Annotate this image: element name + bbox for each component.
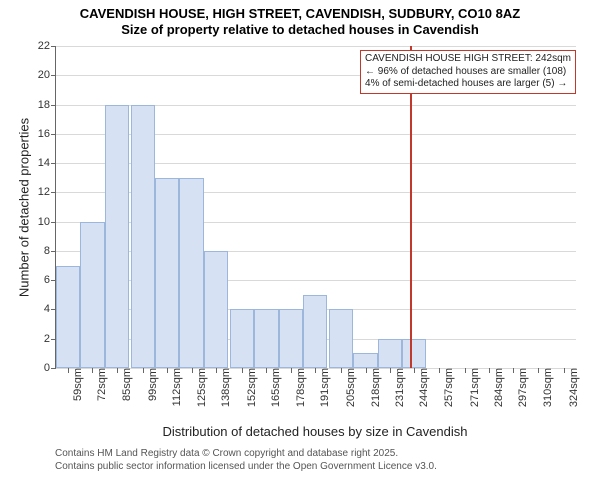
- x-tick-label: 284sqm: [489, 368, 505, 407]
- footer-line-1: Contains HM Land Registry data © Crown c…: [55, 448, 437, 461]
- x-tick-label: 59sqm: [68, 368, 84, 401]
- gridline: [56, 46, 576, 47]
- y-tick-label: 18: [38, 99, 56, 111]
- histogram-bar: [131, 105, 155, 368]
- annotation-line-1: CAVENDISH HOUSE HIGH STREET: 242sqm: [365, 53, 571, 66]
- y-tick-label: 2: [44, 333, 56, 345]
- x-tick-label: 112sqm: [167, 368, 183, 406]
- y-axis-label: Number of detached properties: [17, 108, 32, 308]
- x-tick-label: 297sqm: [513, 368, 529, 407]
- histogram-bar: [155, 178, 179, 368]
- histogram-bar: [80, 222, 104, 368]
- x-tick-label: 178sqm: [291, 368, 307, 407]
- x-tick-label: 271sqm: [465, 368, 481, 407]
- reference-marker-line: [410, 46, 412, 368]
- y-tick-label: 12: [38, 186, 56, 198]
- histogram-bar: [353, 353, 377, 368]
- chart-container: CAVENDISH HOUSE, HIGH STREET, CAVENDISH,…: [0, 0, 600, 500]
- y-tick-label: 4: [44, 303, 56, 315]
- annotation-line-2: ← 96% of detached houses are smaller (10…: [365, 66, 571, 79]
- x-tick-label: 152sqm: [242, 368, 258, 407]
- y-tick-label: 8: [44, 245, 56, 257]
- x-tick-label: 191sqm: [315, 368, 331, 407]
- plot-area: 024681012141618202259sqm72sqm85sqm99sqm1…: [55, 46, 576, 369]
- histogram-bar: [204, 251, 228, 368]
- histogram-bar: [230, 309, 254, 368]
- footer-line-2: Contains public sector information licen…: [55, 461, 437, 474]
- y-tick-label: 6: [44, 274, 56, 286]
- y-tick-label: 14: [38, 157, 56, 169]
- annotation-line-3: 4% of semi-detached houses are larger (5…: [365, 78, 571, 91]
- histogram-bar: [56, 266, 80, 368]
- footer-attribution: Contains HM Land Registry data © Crown c…: [55, 448, 437, 473]
- histogram-bar: [402, 339, 426, 368]
- y-tick-label: 0: [44, 362, 56, 374]
- histogram-bar: [254, 309, 278, 368]
- x-tick-label: 125sqm: [192, 368, 208, 407]
- histogram-bar: [279, 309, 303, 368]
- x-tick-label: 99sqm: [143, 368, 159, 401]
- x-tick-label: 72sqm: [92, 368, 108, 401]
- histogram-bar: [179, 178, 203, 368]
- x-tick-label: 324sqm: [564, 368, 580, 407]
- y-tick-label: 16: [38, 128, 56, 140]
- x-tick-label: 205sqm: [341, 368, 357, 407]
- annotation-box: CAVENDISH HOUSE HIGH STREET: 242sqm← 96%…: [360, 50, 576, 94]
- histogram-bar: [105, 105, 129, 368]
- title-line-1: CAVENDISH HOUSE, HIGH STREET, CAVENDISH,…: [0, 6, 600, 22]
- y-tick-label: 22: [38, 40, 56, 52]
- x-tick-label: 85sqm: [117, 368, 133, 401]
- histogram-bar: [378, 339, 402, 368]
- x-tick-label: 257sqm: [439, 368, 455, 407]
- x-axis-label: Distribution of detached houses by size …: [55, 424, 575, 439]
- title-block: CAVENDISH HOUSE, HIGH STREET, CAVENDISH,…: [0, 6, 600, 39]
- x-tick-label: 244sqm: [414, 368, 430, 407]
- y-tick-label: 10: [38, 216, 56, 228]
- x-tick-label: 231sqm: [390, 368, 406, 407]
- title-line-2: Size of property relative to detached ho…: [0, 22, 600, 38]
- x-tick-label: 138sqm: [216, 368, 232, 407]
- y-tick-label: 20: [38, 69, 56, 81]
- x-tick-label: 218sqm: [366, 368, 382, 407]
- x-tick-label: 165sqm: [266, 368, 282, 407]
- x-tick-label: 310sqm: [538, 368, 554, 407]
- histogram-bar: [329, 309, 353, 368]
- histogram-bar: [303, 295, 327, 368]
